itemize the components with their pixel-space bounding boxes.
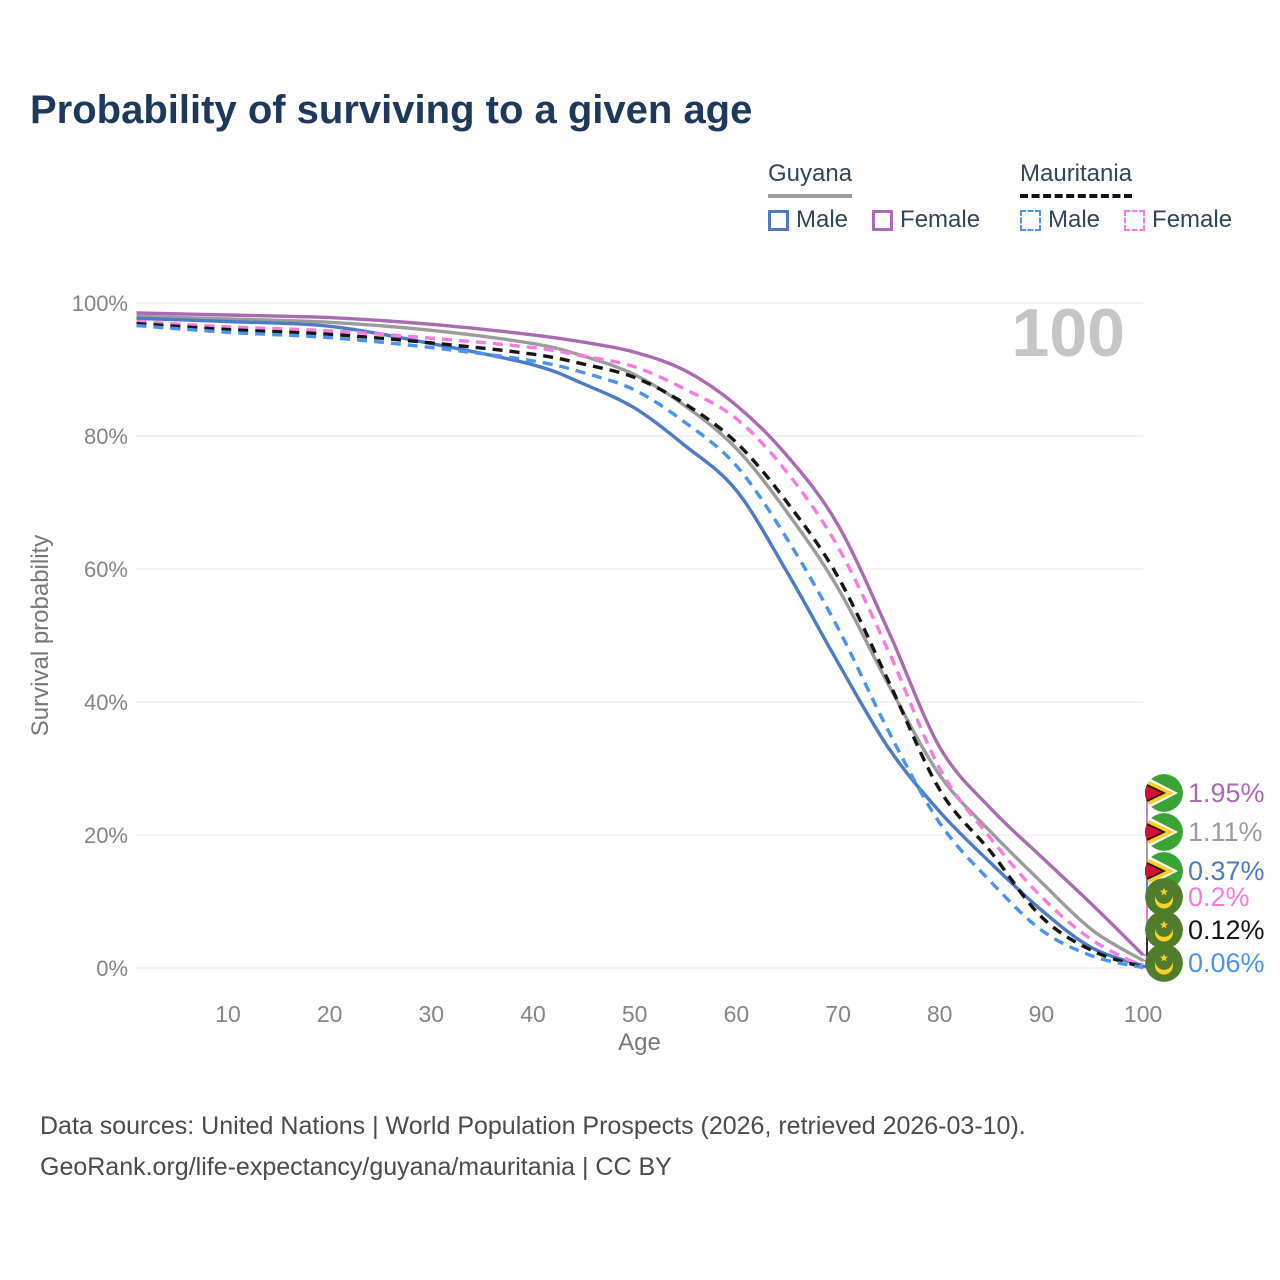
guyana-female-swatch-icon [872,209,894,231]
x-tick-label: 30 [419,1001,445,1027]
y-tick-label: 100% [72,291,128,316]
end-label-value: 1.95% [1188,778,1265,808]
legend-label: Female [900,206,981,233]
mauritania-flag-crescent-cut [1155,887,1173,904]
y-tick-label: 40% [84,690,128,715]
x-tick-label: 90 [1029,1001,1055,1027]
end-label-flag [1145,852,1183,890]
mauritania-male-swatch-icon [1020,209,1041,231]
end-label-value: 0.06% [1188,948,1265,978]
x-tick-label: 20 [317,1001,343,1027]
end-label-flag [1145,878,1183,916]
x-tick-label: 10 [215,1001,241,1027]
legend-label: Female [1152,206,1233,233]
age-counter-watermark: 100 [1011,295,1125,371]
x-tick-label: 80 [927,1001,953,1027]
end-label-value: 0.2% [1188,882,1250,912]
x-tick-label: 50 [622,1001,648,1027]
end-label-flag [1145,813,1183,851]
guyana-flag-red-triangle [1145,824,1162,840]
series-line-guyana-female [136,311,1145,957]
x-tick-label: 40 [520,1001,546,1027]
x-tick-label: 60 [724,1001,750,1027]
guyana-flag-red-triangle [1145,785,1162,801]
mauritania-flag-crescent-cut [1155,920,1173,937]
attribution-link-text[interactable]: GeoRank.org/life-expectancy/guyana/mauri… [40,1152,672,1181]
legend: Guyana Male Female Mauritania Male Femal… [0,160,1280,250]
y-tick-label: 0% [96,956,128,981]
series-line-guyana-both-sexes [136,314,1144,963]
series-line-mauritania-male [136,323,1144,970]
legend-label: Male [1048,206,1101,233]
mauritania-female-swatch-icon [1124,209,1146,231]
end-label-value: 0.37% [1188,856,1265,886]
series-line-mauritania-female [136,319,1144,969]
series-line-mauritania-both-sexes [136,321,1144,969]
legend-group-mauritania: Mauritania Male Female [1020,160,1232,234]
legend-country-mauritania: Mauritania [1020,160,1133,198]
mauritania-flag-crescent-cut [1155,953,1173,970]
y-tick-label: 80% [84,424,128,449]
end-label-value: 0.12% [1188,915,1265,945]
legend-country-guyana: Guyana [768,160,853,198]
x-tick-label: 100 [1124,1001,1162,1027]
mauritania-flag-star [1160,920,1168,929]
end-label-flag [1145,944,1183,982]
data-sources-text: Data sources: United Nations | World Pop… [40,1112,1026,1140]
mauritania-flag-star [1160,887,1168,896]
end-label-flag [1145,774,1183,812]
guyana-flag-red-triangle [1145,863,1162,879]
y-tick-label: 60% [84,557,128,582]
y-axis-title: Survival probability [27,535,54,736]
x-axis-title: Age [618,1029,661,1056]
series-line-guyana-male [136,316,1144,968]
legend-label: Male [796,206,849,233]
legend-item-guyana-male[interactable]: Male [768,206,848,234]
legend-item-guyana-female[interactable]: Female [872,206,980,234]
legend-item-mauritania-female[interactable]: Female [1124,206,1232,234]
legend-group-guyana: Guyana Male Female [768,160,980,234]
end-label-flag [1145,911,1183,949]
mauritania-flag-star [1160,953,1168,962]
guyana-male-swatch-icon [768,209,789,231]
footer: Data sources: United Nations | World Pop… [40,1106,1026,1187]
end-label-value: 1.11% [1188,817,1263,847]
x-tick-label: 70 [825,1001,851,1027]
legend-item-mauritania-male[interactable]: Male [1020,206,1100,234]
y-tick-label: 20% [84,823,128,848]
page-title: Probability of surviving to a given age [30,88,753,132]
